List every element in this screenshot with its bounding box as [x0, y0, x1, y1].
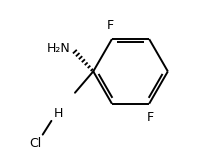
- Text: H: H: [54, 107, 63, 120]
- Text: H₂N: H₂N: [47, 42, 70, 55]
- Text: F: F: [147, 111, 154, 124]
- Text: Cl: Cl: [29, 137, 42, 150]
- Text: F: F: [107, 19, 114, 32]
